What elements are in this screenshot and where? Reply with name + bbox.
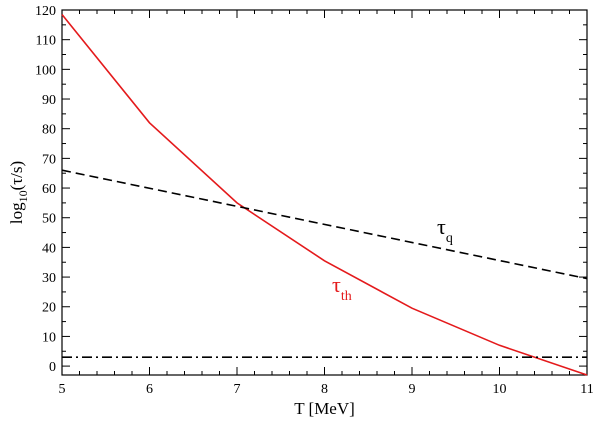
x-tick-label: 5 bbox=[59, 382, 66, 397]
plot-frame bbox=[61, 9, 588, 376]
y-tick-label: 100 bbox=[35, 63, 56, 78]
series-label-tau-th: τth bbox=[332, 272, 352, 304]
y-tick-label: 60 bbox=[42, 182, 56, 197]
y-tick-label: 10 bbox=[42, 330, 56, 345]
x-tick-label: 6 bbox=[146, 382, 153, 397]
series-label-tau-q: τq bbox=[437, 214, 453, 246]
y-tick-label: 80 bbox=[42, 123, 56, 138]
x-tick-label: 11 bbox=[580, 382, 593, 397]
y-tick-label: 90 bbox=[42, 93, 56, 108]
x-axis-label: T [MeV] bbox=[294, 399, 355, 418]
series-line-0 bbox=[61, 13, 588, 376]
y-tick-label: 40 bbox=[42, 241, 56, 256]
x-tick-label: 7 bbox=[234, 382, 241, 397]
axis-ticks bbox=[61, 9, 588, 375]
series-lines bbox=[61, 13, 588, 376]
y-tick-label: 50 bbox=[42, 212, 56, 227]
series-line-1 bbox=[61, 169, 588, 280]
x-tick-label: 9 bbox=[409, 382, 416, 397]
y-tick-label: 20 bbox=[42, 301, 56, 316]
y-tick-label: 0 bbox=[49, 360, 56, 375]
y-tick-label: 30 bbox=[42, 271, 56, 286]
y-tick-label: 120 bbox=[35, 4, 56, 19]
y-axis-label: log10(τ/s) bbox=[7, 161, 30, 224]
y-tick-label: 70 bbox=[42, 152, 56, 167]
x-tick-label: 10 bbox=[493, 382, 507, 397]
y-tick-label: 110 bbox=[36, 34, 56, 49]
x-tick-label: 8 bbox=[321, 382, 328, 397]
